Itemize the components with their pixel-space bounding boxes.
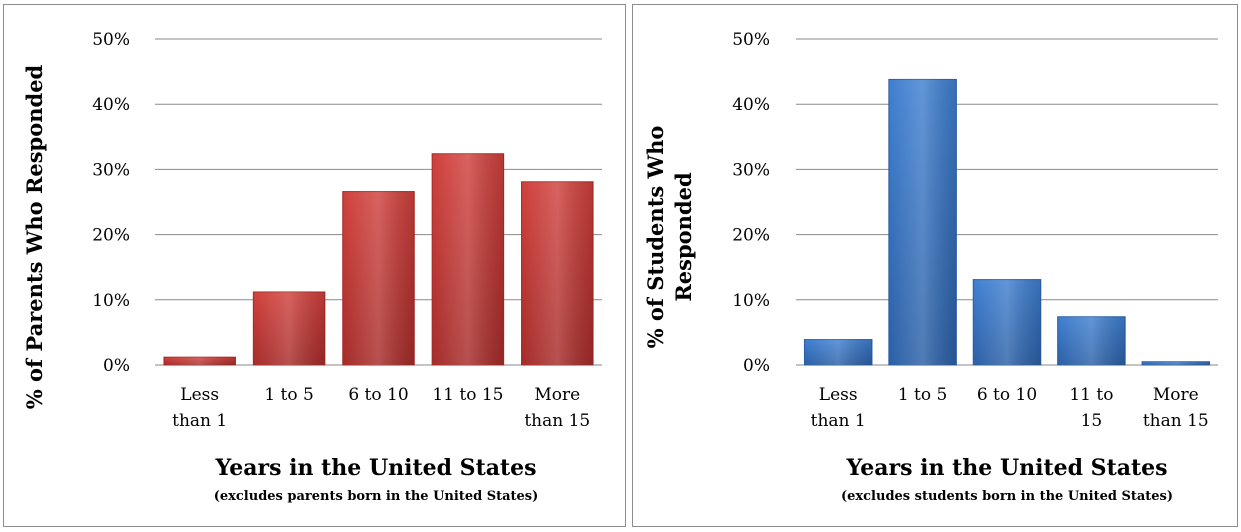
- y-axis-label: % of Parents Who Responded: [22, 64, 47, 409]
- x-axis-label: Years in the United States: [845, 455, 1167, 481]
- y-tick-label: 0%: [103, 356, 130, 376]
- y-tick-label: 50%: [92, 30, 130, 50]
- x-tick-label: 11 to 15: [432, 385, 503, 405]
- bar-shine: [521, 181, 594, 365]
- y-tick-label: 20%: [732, 226, 770, 246]
- parents-chart-panel: 0% 10% 20% 30% 40% 50% Less than 1 1 to 5 6 to 10…: [3, 4, 626, 527]
- x-axis-label: Years in the United States: [214, 455, 536, 481]
- y-axis-label: % of Students Who Responded: [643, 126, 696, 349]
- students-chart-panel: 0% 10% 20% 30% 40% 50% Less than 1 1 to 5 6 to 10…: [632, 4, 1238, 527]
- bar-shine: [804, 339, 872, 365]
- bar-shine: [1057, 316, 1126, 365]
- bar-shine: [163, 357, 236, 365]
- bar-shine: [1142, 361, 1210, 365]
- bar-shine: [432, 153, 504, 365]
- x-tick-label: 11 to 15: [1069, 385, 1113, 431]
- x-tick-label: Less than 1: [811, 385, 866, 431]
- bar-shine: [342, 191, 415, 365]
- x-tick-label: More than 15: [1143, 385, 1209, 431]
- bar-shine: [253, 291, 325, 365]
- x-tick-label: Less than 1: [172, 385, 227, 431]
- y-tick-label: 40%: [732, 95, 770, 115]
- y-tick-label: 10%: [732, 291, 770, 311]
- x-tick-label: 1 to 5: [898, 385, 948, 405]
- x-tick-label: 6 to 10: [348, 385, 408, 405]
- x-axis-sublabel: (excludes parents born in the United Sta…: [214, 489, 539, 504]
- y-tick-label: 20%: [92, 226, 130, 246]
- bar-shine: [973, 279, 1041, 365]
- y-tick-label: 50%: [732, 30, 770, 50]
- x-tick-label: 6 to 10: [977, 385, 1037, 405]
- x-tick-label: More than 15: [524, 385, 590, 431]
- students-chart: 0% 10% 20% 30% 40% 50% Less than 1 1 to 5 6 to 10…: [643, 30, 1218, 504]
- y-tick-label: 0%: [743, 356, 770, 376]
- x-tick-label: 1 to 5: [264, 385, 314, 405]
- bar-shine: [888, 79, 957, 365]
- y-tick-label: 30%: [732, 160, 770, 180]
- parents-chart: 0% 10% 20% 30% 40% 50% Less than 1 1 to 5 6 to 10…: [22, 30, 602, 504]
- x-axis-sublabel: (excludes students born in the United St…: [841, 489, 1173, 504]
- y-tick-label: 30%: [92, 160, 130, 180]
- y-tick-label: 10%: [92, 291, 130, 311]
- y-tick-label: 40%: [92, 95, 130, 115]
